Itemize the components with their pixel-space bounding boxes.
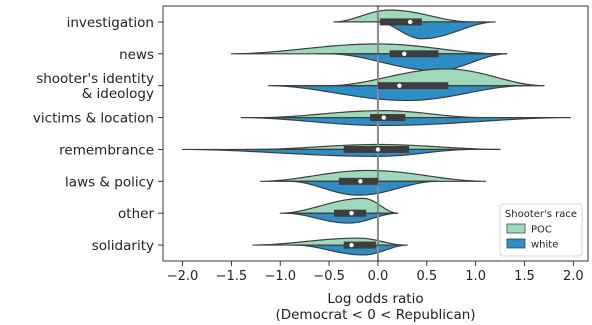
x-axis-label-text: Log odds ratio (Democrat < 0 < Republican… bbox=[275, 291, 475, 323]
y-tick-label-solidarity: solidarity bbox=[92, 238, 154, 254]
box-markers-layer bbox=[245, 18, 545, 249]
y-tick-label-news: news bbox=[119, 47, 154, 63]
plot-frame bbox=[162, 5, 589, 262]
violin-half-poc-investigation bbox=[333, 9, 472, 23]
violin-solidarity bbox=[252, 237, 408, 256]
violin-half-poc-news bbox=[230, 43, 501, 55]
violin-half-white-laws-policy bbox=[289, 180, 438, 196]
box-laws-policy bbox=[280, 177, 437, 185]
violin-shooter-s-identity-ideology bbox=[267, 68, 545, 102]
median-dot-victims-location bbox=[381, 115, 387, 120]
box-shooter-s-identity-ideology bbox=[272, 82, 545, 90]
box-investigation bbox=[333, 18, 485, 26]
x-tick-label-3: −0.5 bbox=[313, 269, 345, 284]
median-dot-remembrance bbox=[375, 147, 381, 152]
legend-label-white: white bbox=[531, 240, 558, 251]
violin-other bbox=[279, 197, 399, 224]
x-tick-label-2: −1.0 bbox=[264, 269, 296, 284]
legend-label-poc: POC bbox=[531, 225, 552, 236]
y-axis: investigation news shooter's identity & ide… bbox=[33, 15, 163, 254]
x-tick-label-8: 2.0 bbox=[563, 269, 584, 284]
median-dot-solidarity bbox=[349, 242, 354, 248]
x-tick-label-6: 1.0 bbox=[465, 269, 486, 284]
y-tick-label-shooter-s-identity-ideology: shooter's identity & ideology bbox=[36, 71, 154, 102]
violin-half-poc-other bbox=[279, 197, 399, 214]
x-axis: −2.0 −1.5 −1.0 −0.5 0.0 0.5 1.0 1.5 2.0 bbox=[167, 261, 584, 284]
x-tick-label-4: 0.0 bbox=[368, 269, 389, 284]
y-tick-label-remembrance: remembrance bbox=[59, 142, 154, 158]
median-dot-investigation bbox=[407, 19, 413, 25]
box-news bbox=[316, 50, 507, 58]
box-other bbox=[285, 209, 398, 217]
median-dot-other bbox=[349, 210, 354, 216]
violin-half-white-solidarity bbox=[294, 244, 408, 256]
iqr-box-solidarity bbox=[343, 241, 376, 249]
box-solidarity bbox=[295, 241, 408, 249]
median-dot-laws-policy bbox=[358, 179, 363, 184]
violin-laws-policy bbox=[260, 169, 487, 196]
legend-title: Shooter's race bbox=[505, 209, 577, 220]
iqr-box-victims-location bbox=[370, 114, 406, 122]
violin-half-white-investigation bbox=[377, 21, 496, 40]
box-remembrance bbox=[245, 145, 501, 153]
violin-half-poc-solidarity bbox=[252, 237, 406, 246]
x-tick-label-1: −1.5 bbox=[216, 269, 248, 284]
box-victims-location bbox=[317, 114, 459, 122]
legend: Shooter's race POC white bbox=[499, 203, 583, 257]
median-dot-shooter-s-identity-ideology bbox=[397, 83, 402, 88]
violin-half-poc-laws-policy bbox=[260, 169, 487, 182]
violin-half-poc-shooter-s-identity-ideology bbox=[328, 68, 545, 87]
violin-half-white-remembrance bbox=[181, 148, 472, 157]
violin-investigation bbox=[333, 9, 496, 40]
iqr-box-investigation bbox=[379, 18, 422, 26]
y-tick-label-laws-policy: laws & policy bbox=[65, 174, 154, 190]
violin-half-white-shooter-s-identity-ideology bbox=[267, 85, 526, 102]
x-axis-label: Log odds ratio (Democrat < 0 < Republican… bbox=[275, 291, 475, 323]
legend-swatch-white bbox=[506, 238, 526, 249]
legend-swatch-poc bbox=[506, 223, 526, 234]
violin-half-white-victims-location bbox=[240, 116, 572, 127]
median-dot-news bbox=[402, 51, 407, 57]
y-tick-label-other: other bbox=[118, 206, 154, 222]
violin-half-white-news bbox=[328, 53, 508, 72]
x-tick-label-7: 1.5 bbox=[514, 269, 535, 284]
y-tick-label-investigation: investigation bbox=[67, 15, 154, 31]
violin-remembrance bbox=[181, 143, 501, 157]
y-tick-label-victims-location: victims & location bbox=[33, 111, 154, 127]
violin-news bbox=[230, 43, 508, 72]
violin-half-white-other bbox=[284, 212, 399, 224]
iqr-box-news bbox=[389, 50, 439, 58]
x-tick-label-5: 0.5 bbox=[416, 269, 437, 284]
x-tick-label-0: −2.0 bbox=[167, 269, 199, 284]
iqr-box-shooter-s-identity-ideology bbox=[377, 82, 449, 90]
